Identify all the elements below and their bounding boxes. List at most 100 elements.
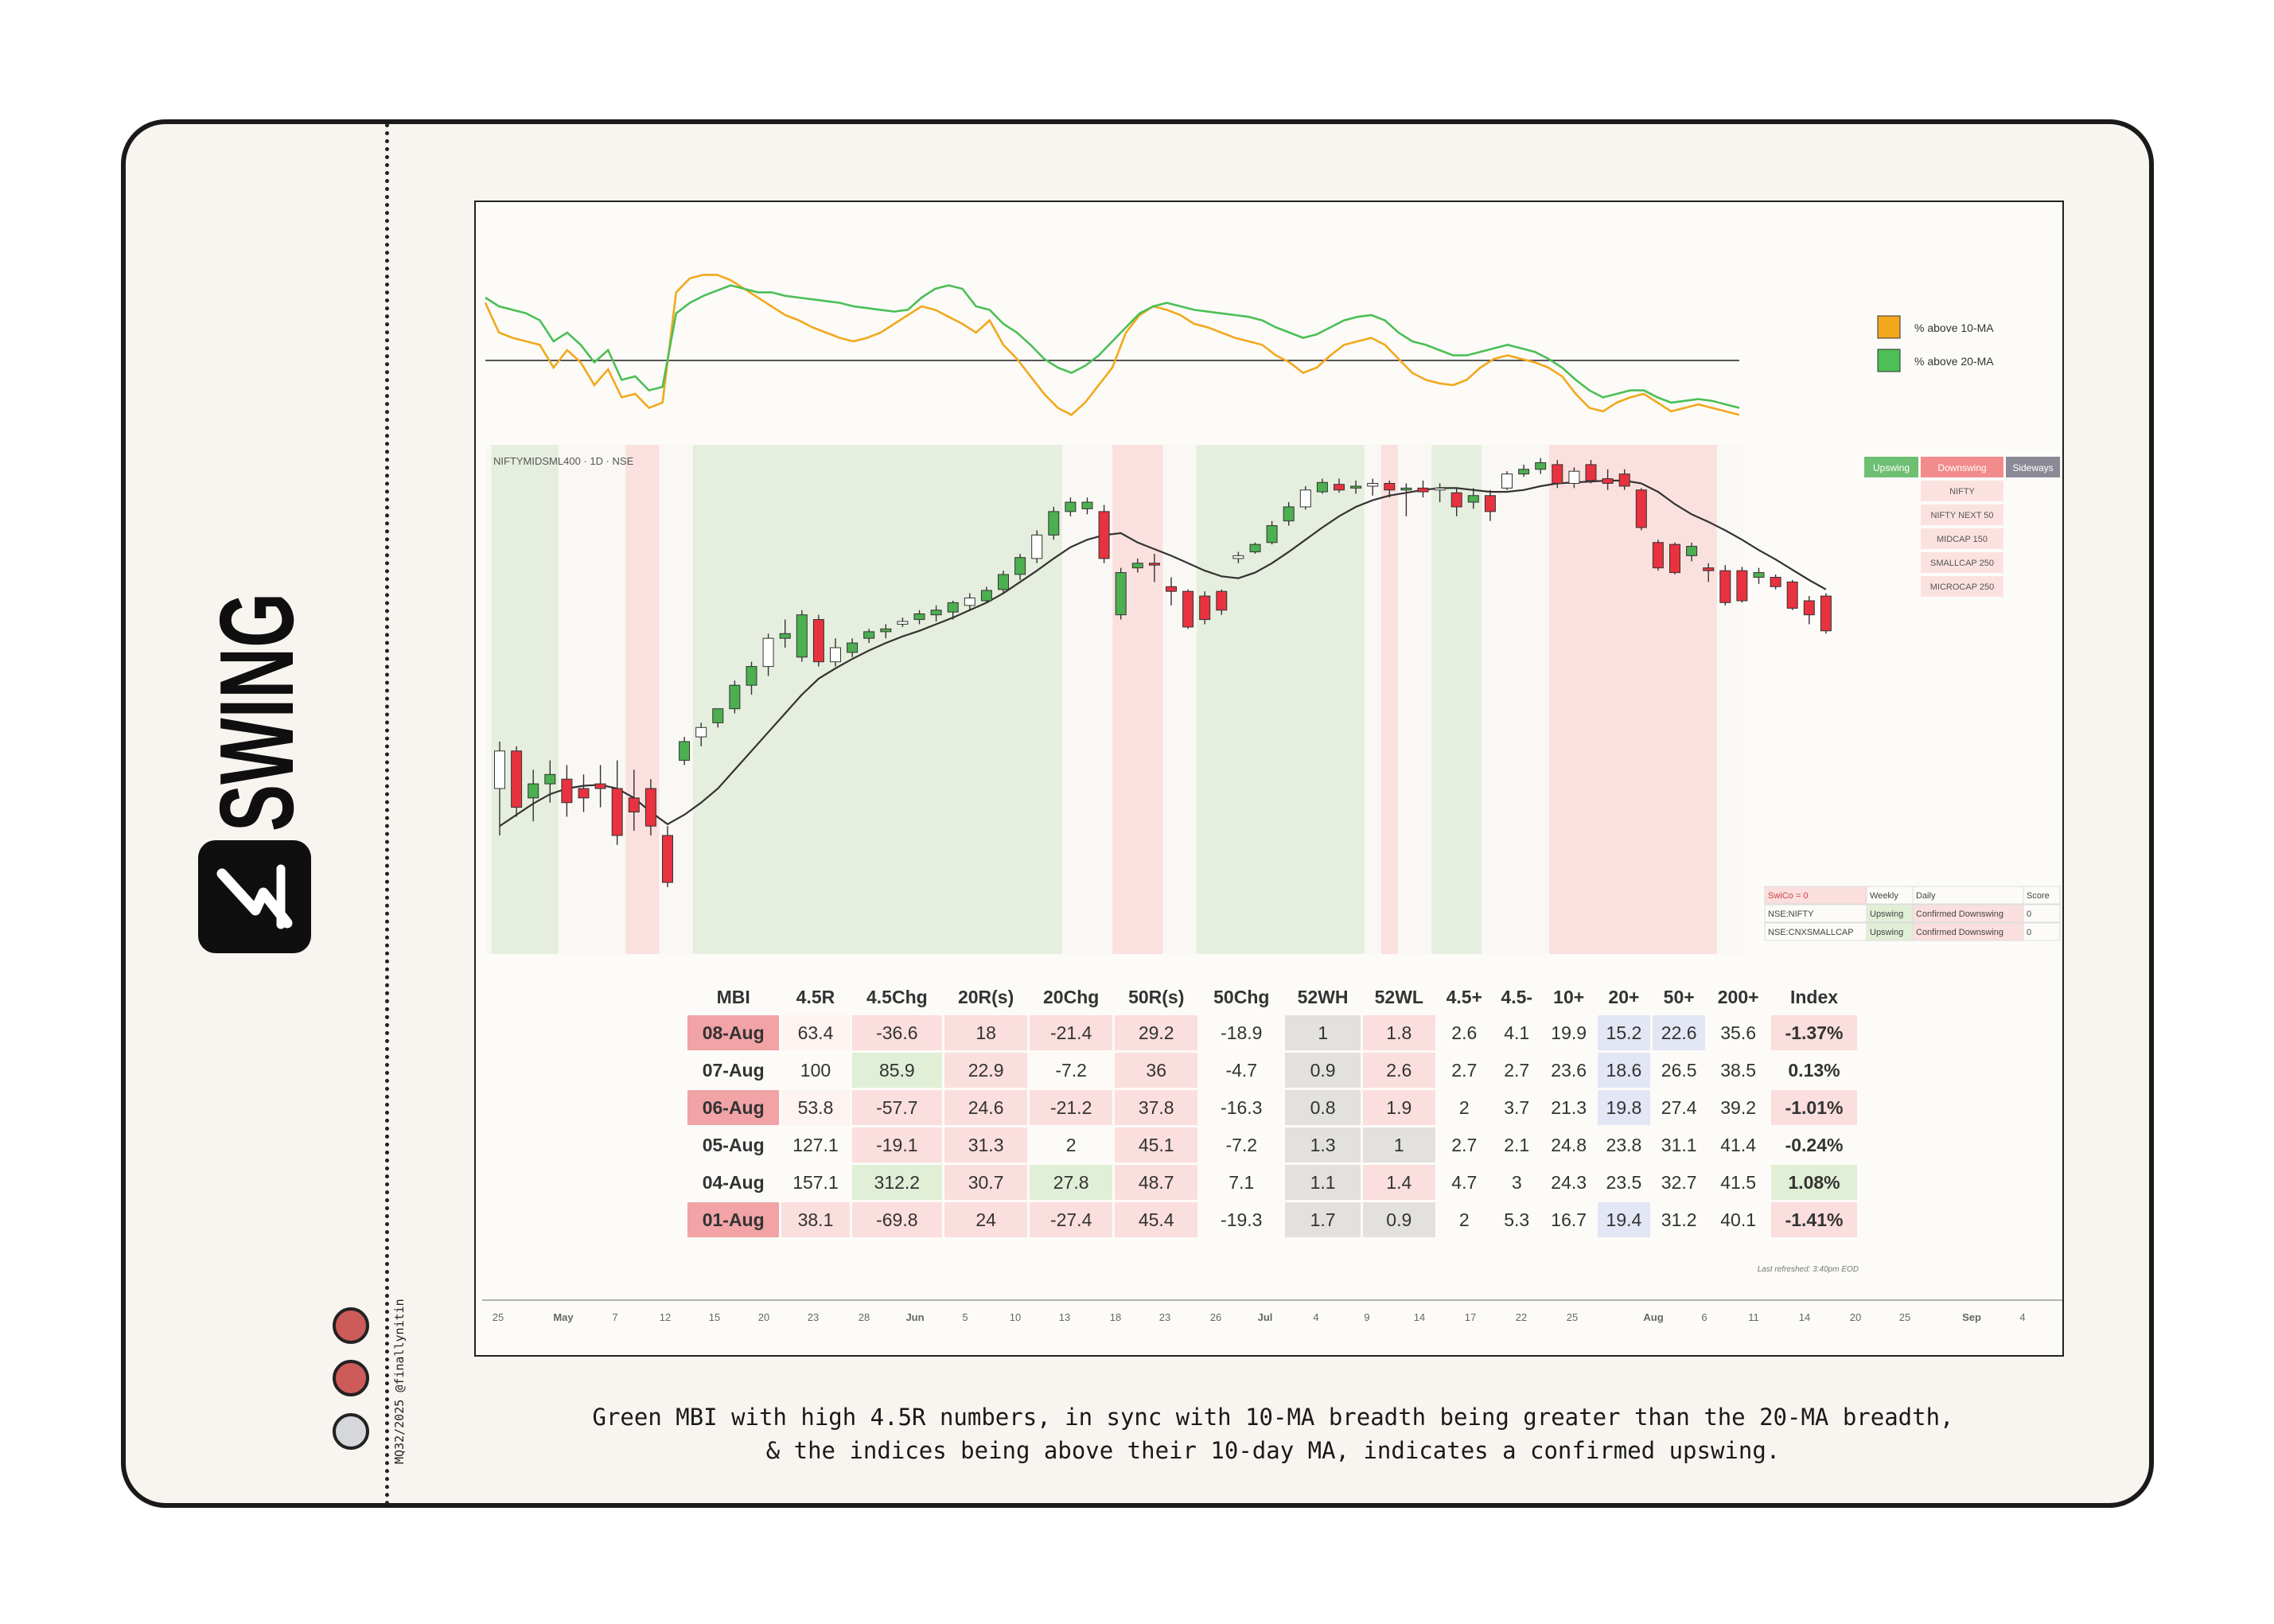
candle [1182, 589, 1194, 629]
mbi-cell: -36.6 [851, 1015, 943, 1050]
candle-body [1334, 484, 1345, 491]
table-row: 07-Aug 100 85.9 22.9 -7.2 36 -4.7 0.9 2.6 2.7 2.7 2… [687, 1053, 1857, 1088]
swico-cell-text: 0 [2027, 928, 2031, 937]
status-index-cell[interactable] [1921, 481, 2003, 501]
candle-body [1753, 572, 1765, 578]
legend-label-ma20: % above 20-MA [1914, 355, 1994, 368]
table-row: 08-Aug 63.4 -36.6 18 -21.4 29.2 -18.9 1 1.8 2.6 4.… [687, 1015, 1857, 1050]
candle-body [1148, 563, 1160, 566]
x-tick-label: 12 [660, 1311, 671, 1323]
candle-body [980, 590, 992, 602]
candle-body [1467, 495, 1479, 503]
candle [1585, 460, 1597, 484]
mbi-cell: 32.7 [1661, 1171, 1697, 1193]
candle [611, 760, 623, 845]
candle-body [679, 741, 691, 761]
swing-zone-up [491, 445, 559, 954]
status-header-upswing[interactable] [1864, 457, 1918, 477]
mbi-cell: 41.5 [1720, 1171, 1757, 1193]
candle-body [1770, 577, 1781, 587]
candle-body [1299, 489, 1311, 508]
candle-body [1199, 595, 1211, 621]
candle-body [779, 633, 791, 639]
status-header-downswing[interactable] [1921, 457, 2003, 477]
candle-body [1283, 506, 1295, 522]
mbi-cell: -21.2 [1030, 1090, 1113, 1125]
candle-body [1249, 543, 1261, 553]
candle-body [1552, 464, 1563, 484]
status-header-sideways[interactable] [2006, 457, 2060, 477]
series-line-ma20 [485, 284, 1740, 409]
mbi-cell: 7.1 [1229, 1171, 1255, 1193]
candle-body [1618, 473, 1630, 487]
candle-body [1048, 511, 1060, 535]
mbi-cell: 1.9 [1362, 1090, 1435, 1125]
candle [980, 586, 992, 603]
mbi-date-cell: 07-Aug [702, 1059, 765, 1081]
x-tick-label: 5 [962, 1311, 968, 1323]
candle [695, 722, 707, 746]
mbi-cell: 53.8 [781, 1090, 850, 1125]
swico-cell-text: Upswing [1870, 909, 1903, 919]
mbi-cell: 24.3 [1551, 1171, 1587, 1193]
candle [544, 760, 556, 803]
mbi-header-row: MBI 4.5R 4.5Chg 20R(s) 20Chg 50R(s) 50Chg 52WH 5… [687, 981, 1857, 1013]
mbi-cell: 27.4 [1661, 1096, 1697, 1118]
mbi-cell: 85.9 [851, 1053, 943, 1088]
table-row: 01-Aug 38.1 -69.8 24 -27.4 45.4 -19.3 1.7 0.9 2 5.… [687, 1202, 1857, 1237]
swing-zone-down [1380, 445, 1398, 954]
candle [1434, 483, 1446, 503]
candle-body [628, 797, 640, 812]
candle [746, 661, 757, 695]
candle-body [796, 614, 808, 658]
swing-logo-icon [198, 840, 311, 953]
candle-body [1501, 473, 1513, 489]
mbi-cell: -19.1 [851, 1127, 943, 1163]
x-tick-label: 25 [493, 1311, 504, 1323]
mbi-cell: 16.7 [1551, 1209, 1587, 1230]
candle [1367, 478, 1379, 496]
candle-body [1786, 581, 1798, 609]
mbi-cell: 37.8 [1115, 1090, 1198, 1125]
swing-zone-down [1548, 445, 1717, 954]
swico-cell-text: Daily [1916, 891, 1936, 901]
x-tick-label: 14 [1414, 1311, 1425, 1323]
mbi-cell: -7.2 [1055, 1059, 1087, 1081]
mbi-cell: 23.5 [1606, 1171, 1642, 1193]
mbi-cell: 157.1 [792, 1171, 839, 1193]
candle-body [1384, 483, 1396, 491]
mbi-index-cell: -1.41% [1771, 1202, 1857, 1237]
swico-cell-text: Confirmed Downswing [1916, 909, 2003, 919]
candle-body [1703, 567, 1715, 571]
candle-body [1568, 470, 1580, 485]
candle-body [1803, 600, 1815, 616]
caption-line-1: Green MBI with high 4.5R numbers, in syn… [592, 1404, 1954, 1431]
candle [1249, 542, 1261, 554]
candle [1686, 542, 1698, 562]
swico-cell-text: NSE:CNXSMALLCAP [1768, 928, 1854, 937]
status-index-cell[interactable] [1921, 504, 2003, 525]
candle [1316, 478, 1328, 494]
status-index-cell[interactable] [1921, 528, 2003, 549]
x-tick-label: 17 [1465, 1311, 1476, 1323]
x-tick-label: 20 [758, 1311, 769, 1323]
candle [628, 769, 640, 831]
candle-body [746, 666, 757, 686]
status-index-cell[interactable] [1921, 552, 2003, 573]
x-tick-label: 25 [1567, 1311, 1578, 1323]
swico-cell [2023, 886, 2061, 905]
mbi-index-cell: -1.37% [1771, 1015, 1857, 1050]
status-index-cell[interactable] [1921, 576, 2003, 597]
candle-body [1266, 525, 1278, 543]
price-chart-title: NIFTYMIDSML400 · 1D · NSE [493, 455, 634, 467]
swico-cell-text: Upswing [1870, 928, 1903, 937]
mbi-cell: 4.1 [1504, 1022, 1530, 1043]
mbi-index-cell: -0.24% [1785, 1134, 1844, 1155]
candle [1417, 481, 1429, 498]
candle-body [897, 621, 909, 625]
candle-body [1635, 489, 1647, 528]
candle [1334, 478, 1345, 493]
mbi-cell: 0.8 [1285, 1090, 1361, 1125]
candle-body [644, 788, 656, 827]
swico-cell-text: 0 [2027, 909, 2031, 919]
